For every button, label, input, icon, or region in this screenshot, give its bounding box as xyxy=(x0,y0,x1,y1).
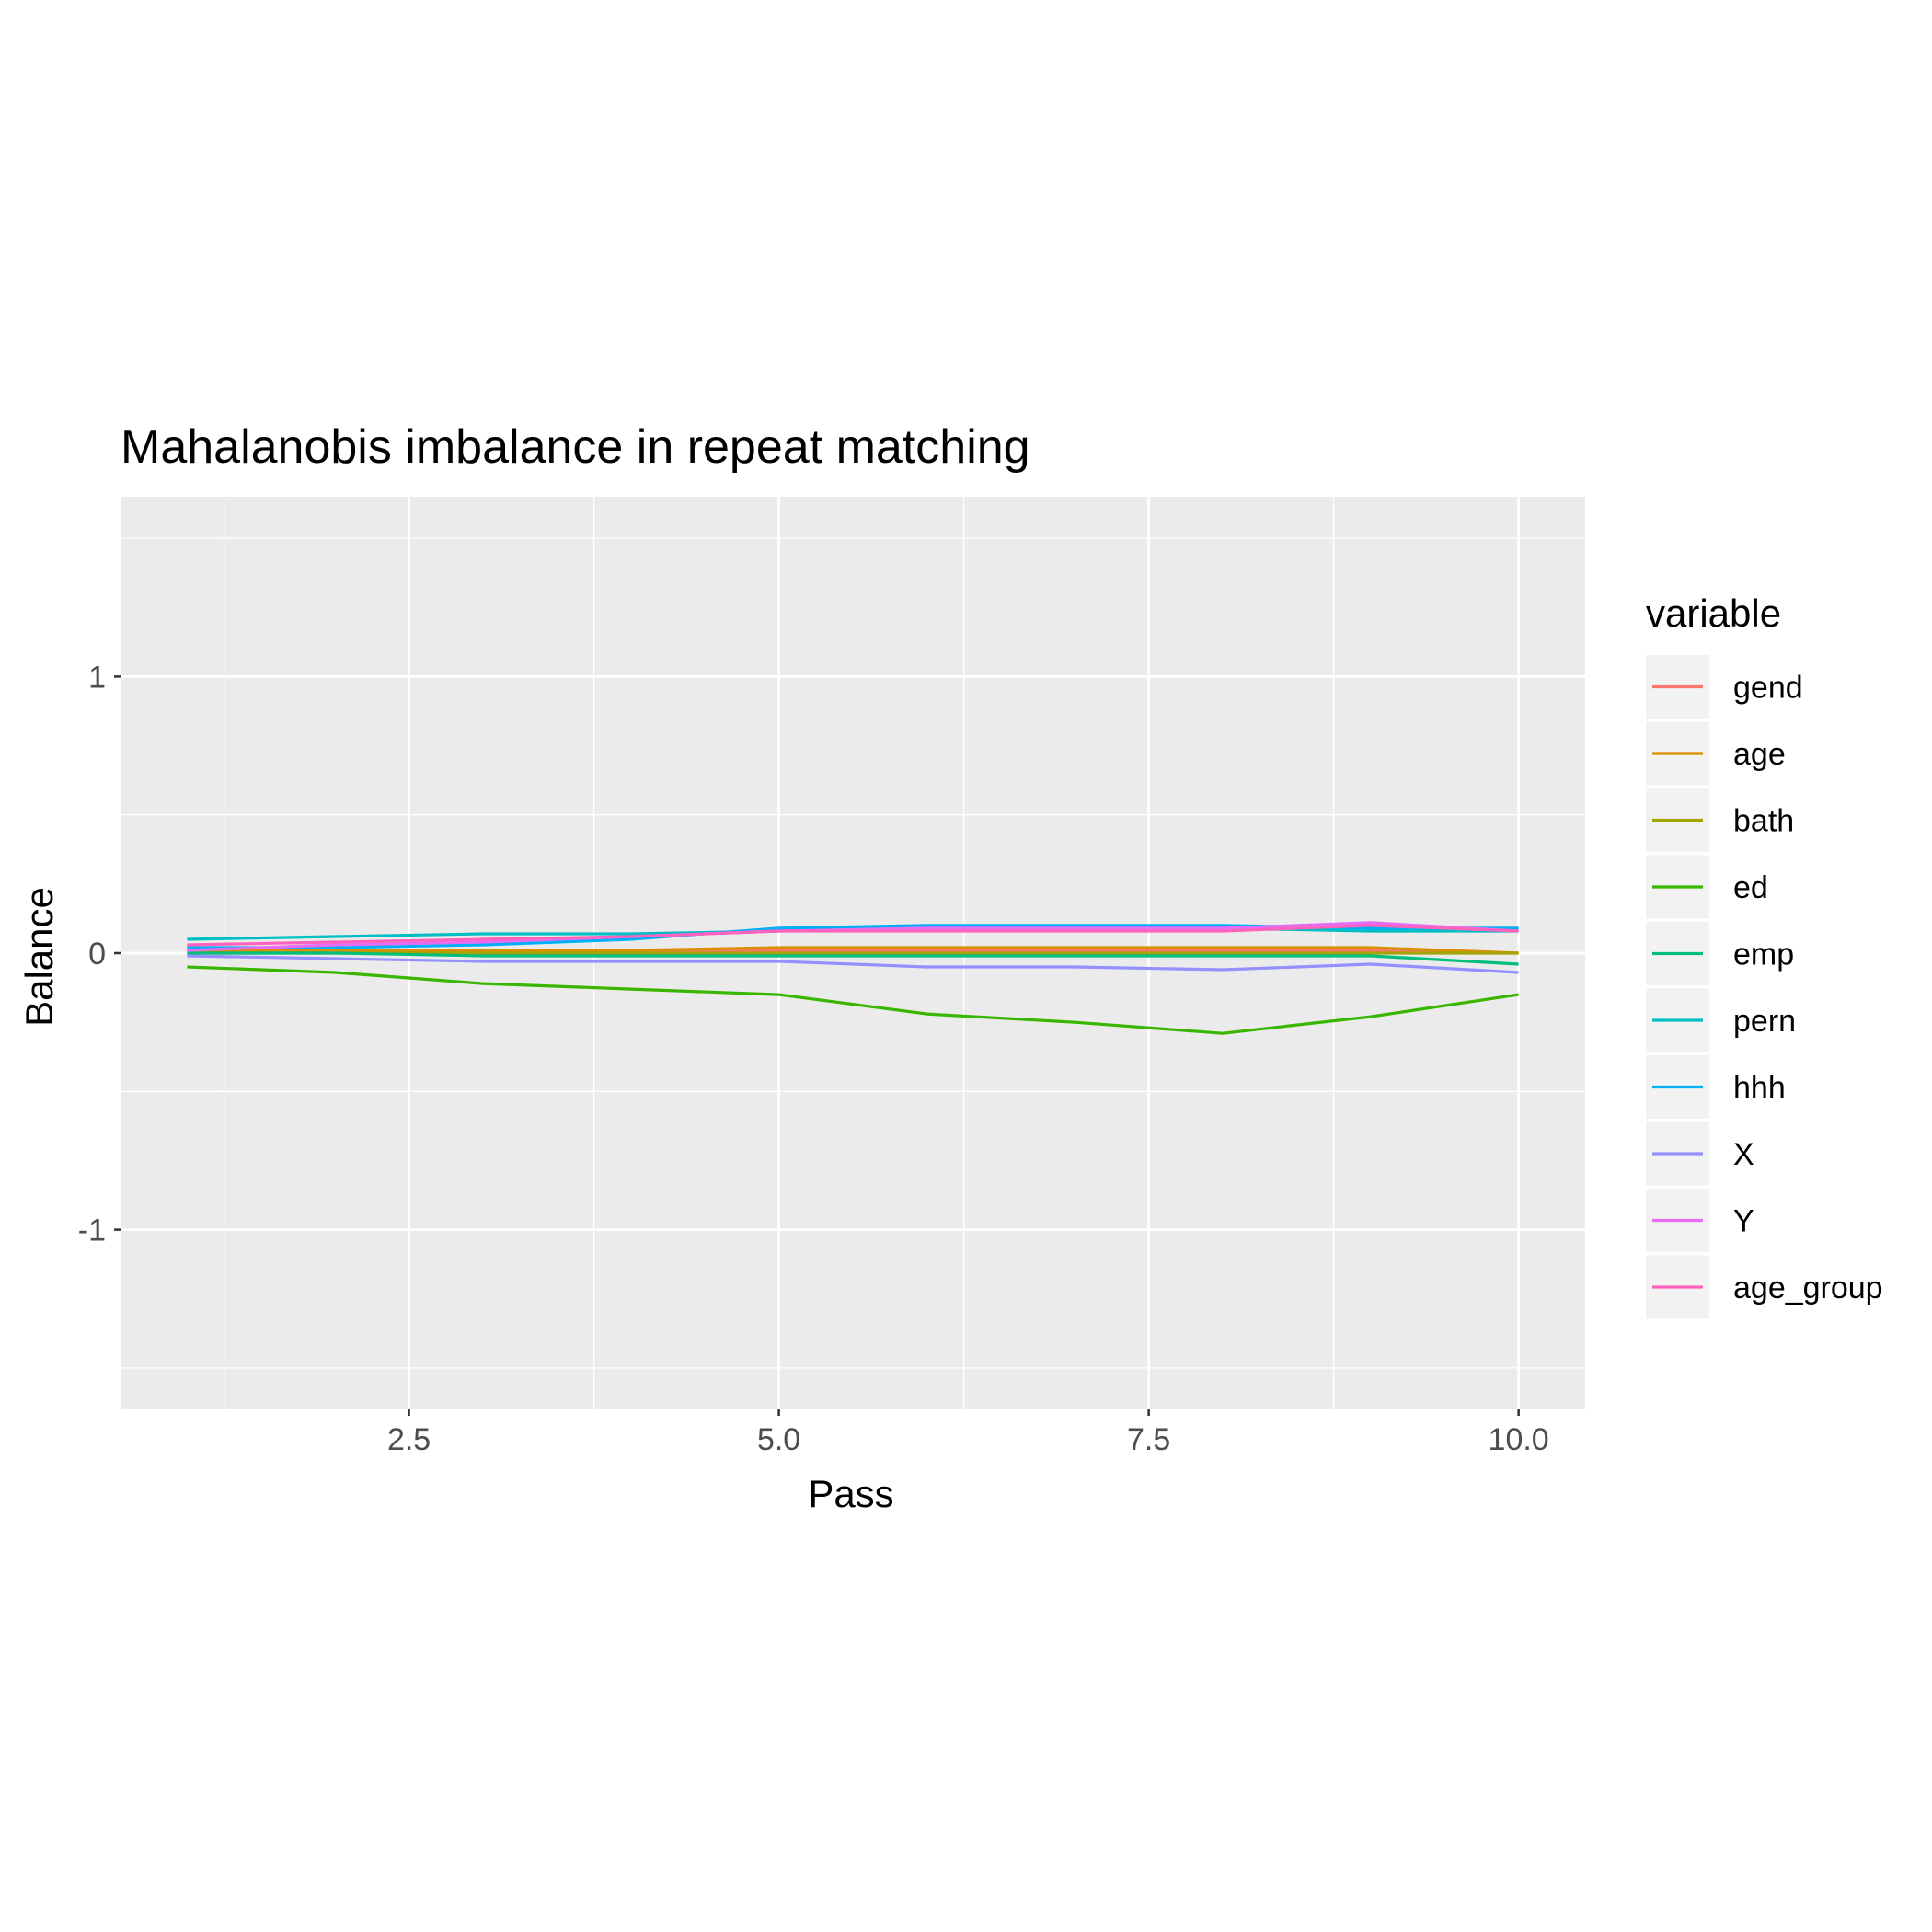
legend-label: gend xyxy=(1733,671,1803,706)
legend-label: pern xyxy=(1733,1004,1796,1039)
x-tick-label: 5.0 xyxy=(757,1422,800,1457)
series-line-X xyxy=(187,954,1519,974)
legend-label: age xyxy=(1733,737,1786,772)
legend-label: Y xyxy=(1733,1204,1754,1239)
axis-ticks: 2.5 5.0 7.5 10.0 -1 0 1 xyxy=(78,660,1549,1457)
x-axis-title: Pass xyxy=(808,1472,893,1515)
y-tick-label: -1 xyxy=(78,1213,106,1248)
legend-label: bath xyxy=(1733,804,1794,839)
x-tick-label: 2.5 xyxy=(387,1422,431,1457)
series-line-age-group xyxy=(187,924,1519,947)
legend-label: age_group xyxy=(1733,1271,1883,1305)
legend-title: variable xyxy=(1646,592,1781,635)
legend-label: X xyxy=(1733,1137,1754,1172)
x-tick-label: 7.5 xyxy=(1127,1422,1170,1457)
series-line-age xyxy=(187,946,1519,955)
y-tick-label: 0 xyxy=(88,937,106,972)
y-axis-title: Balance xyxy=(17,887,61,1027)
series-line-ed xyxy=(187,965,1519,1035)
legend-label: hhh xyxy=(1733,1071,1786,1106)
x-tick-label: 10.0 xyxy=(1489,1422,1549,1457)
legend: variable gend age bath ed emp pern hhh XYage_gr… xyxy=(1646,592,1883,1319)
series-lines xyxy=(187,921,1519,1035)
chart-title: Mahalanobis imbalance in repeat matching xyxy=(121,420,1030,474)
y-tick-label: 1 xyxy=(88,660,106,695)
series-line-emp xyxy=(187,951,1519,966)
legend-label: emp xyxy=(1733,937,1794,972)
legend-label: ed xyxy=(1733,870,1768,905)
